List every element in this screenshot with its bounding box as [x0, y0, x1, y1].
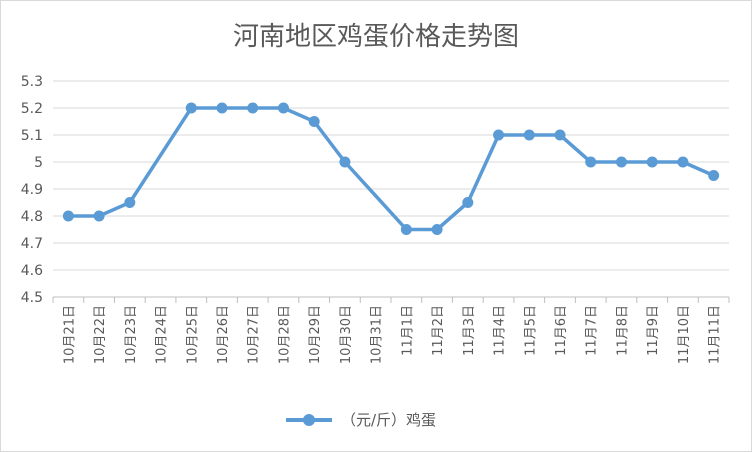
data-point: [339, 156, 351, 168]
x-tick-label: 11月4日: [493, 305, 508, 356]
y-tick-label: 4.6: [21, 263, 43, 279]
data-point: [554, 129, 566, 141]
x-tick-label: 11月9日: [646, 305, 661, 356]
y-tick-label: 5.2: [21, 101, 43, 117]
data-point: [585, 156, 597, 168]
x-tick-label: 10月30日: [339, 305, 354, 364]
x-tick-label: 10月22日: [93, 305, 108, 364]
data-point: [216, 102, 228, 114]
x-axis-ticks: 10月21日 10月22日 10月23日 10月24日 10月25日 10月26日 10月2…: [62, 305, 722, 364]
data-point: [615, 156, 627, 168]
y-tick-label: 5.1: [21, 128, 43, 144]
data-point: [708, 170, 720, 181]
y-tick-label: 4.7: [21, 236, 43, 252]
grid-lines: [53, 80, 729, 298]
data-point: [277, 102, 289, 114]
legend-label: （元/斤）鸡蛋: [341, 411, 436, 429]
y-tick-label: 4.9: [21, 182, 43, 198]
series-line: [66, 106, 716, 232]
x-tick-label: 10月27日: [247, 305, 262, 364]
y-tick-label: 4.5: [21, 290, 43, 306]
data-point: [523, 129, 535, 141]
x-tick-label: 10月23日: [124, 305, 139, 364]
data-point: [462, 197, 474, 208]
x-tick-label: 10月25日: [185, 305, 200, 364]
legend: （元/斤）鸡蛋: [286, 411, 436, 429]
data-point: [185, 102, 197, 114]
data-point: [677, 156, 689, 168]
x-tick-label: 10月29日: [308, 305, 323, 364]
x-tick-label: 11月2日: [431, 305, 446, 356]
x-tick-label: 10月21日: [62, 305, 77, 364]
legend-point-marker: [303, 414, 315, 426]
chart-title: 河南地区鸡蛋价格走势图: [233, 22, 519, 52]
x-tick-label: 11月6日: [554, 305, 569, 356]
y-tick-label: 4.8: [21, 209, 43, 225]
y-tick-label: 5.3: [21, 74, 43, 90]
data-point: [431, 224, 443, 235]
data-point: [247, 102, 259, 114]
x-tick-label: 10月26日: [216, 305, 231, 364]
data-point: [400, 224, 412, 235]
data-point: [308, 116, 320, 127]
data-point: [124, 197, 136, 208]
x-tick-label: 11月3日: [462, 305, 477, 356]
y-axis-ticks: 4.5 4.6 4.7 4.8 4.9 5 5.1 5.2 5.3: [21, 74, 43, 306]
x-tick-label: 11月8日: [615, 305, 630, 356]
x-tick-label: 11月7日: [585, 305, 600, 356]
data-point: [93, 210, 105, 222]
y-tick-label: 5: [34, 155, 43, 171]
series-layer: [62, 102, 720, 235]
x-tick-label: 10月24日: [155, 305, 170, 364]
x-tick-label: 11月11日: [708, 305, 723, 364]
data-point: [62, 210, 74, 222]
x-tick-label: 11月1日: [400, 305, 415, 356]
x-axis: [52, 297, 730, 303]
x-tick-label: 10月31日: [370, 305, 385, 364]
data-point: [493, 129, 505, 141]
data-point: [646, 156, 658, 168]
x-tick-label: 10月28日: [277, 305, 292, 364]
x-tick-label: 11月10日: [677, 305, 692, 364]
x-tick-label: 11月5日: [523, 305, 538, 356]
